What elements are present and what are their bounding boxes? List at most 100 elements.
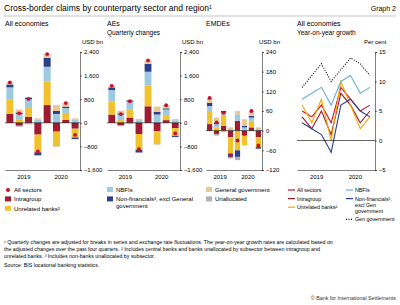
- y-tick-mark: [262, 91, 264, 92]
- dot: [64, 101, 68, 105]
- bar: [214, 127, 219, 130]
- plot-area: [207, 96, 261, 160]
- y-tick-mark: [180, 99, 182, 100]
- bar: [163, 115, 170, 120]
- text-line: government: [116, 203, 148, 209]
- bar: [145, 64, 152, 72]
- y-tick-mark: [375, 52, 377, 53]
- bar: [249, 116, 254, 118]
- legend-swatch: [288, 189, 295, 190]
- x-tick: 2019: [210, 170, 228, 180]
- x-tick-label: 2020: [155, 174, 169, 180]
- y-tick-label: 2,400: [84, 49, 100, 55]
- y-tick: –60: [262, 148, 277, 154]
- y-tick: 0: [80, 120, 88, 126]
- bar: [108, 87, 115, 90]
- legend-swatch: [346, 219, 353, 220]
- bar: [154, 123, 161, 131]
- bar: [34, 123, 41, 135]
- zero-line: [297, 140, 375, 141]
- legend-swatch: [206, 187, 212, 192]
- bar: [34, 118, 41, 119]
- y-tick-label: –5: [379, 167, 386, 173]
- bar: [34, 120, 41, 123]
- bar: [242, 127, 247, 130]
- y-tick-label: 1,600: [184, 73, 200, 79]
- text-line: government: [355, 208, 383, 214]
- text-line: Non-financials³,: [355, 196, 392, 202]
- bar: [117, 120, 124, 123]
- bar: [172, 136, 179, 137]
- y-tick-mark: [180, 146, 182, 147]
- bar: [145, 106, 152, 123]
- graph-label: Graph 2: [371, 5, 396, 13]
- legend: All sectorsIntragroupUnrelated banks²NBF…: [5, 187, 270, 212]
- bar: [207, 100, 212, 103]
- dot: [55, 127, 59, 131]
- bar: [154, 144, 161, 145]
- bar: [136, 119, 143, 120]
- legend-label: Intragroup: [14, 196, 42, 202]
- y-tick-mark: [80, 99, 82, 100]
- line: [302, 99, 370, 152]
- x-tick-label: 2020: [241, 174, 255, 180]
- dot: [146, 59, 150, 63]
- y-axis: –120–60060120180240: [262, 49, 280, 173]
- bar: [214, 134, 219, 136]
- bar: [235, 121, 240, 131]
- y-tick-label: 10: [379, 79, 386, 85]
- source: Source: BIS locational banking statistic…: [4, 262, 99, 268]
- bar: [228, 137, 233, 153]
- bar: [256, 131, 261, 138]
- y-tick-mark: [80, 146, 82, 147]
- bar: [72, 129, 79, 138]
- section-header: Year-on-year growth: [297, 29, 356, 37]
- bar: [154, 131, 161, 144]
- bar: [163, 110, 170, 116]
- bar: [72, 139, 79, 140]
- bar: [34, 155, 41, 157]
- title: Cross-border claims by counterparty sect…: [4, 3, 212, 13]
- bar: [72, 118, 79, 119]
- y-tick: –120: [262, 167, 280, 173]
- figure: Cross-border claims by counterparty sect…: [0, 0, 400, 305]
- dot: [8, 80, 12, 84]
- bar: [242, 131, 247, 136]
- y-tick: 800: [80, 97, 95, 103]
- bar: [163, 120, 170, 123]
- y-axis-line: [263, 53, 265, 171]
- bar: [44, 67, 51, 82]
- y-axis-unit: USD bn: [182, 39, 203, 45]
- y-tick: 0: [262, 128, 270, 134]
- y-tick-mark: [262, 52, 264, 53]
- dot: [155, 127, 159, 131]
- dot: [243, 132, 247, 136]
- dot: [36, 150, 40, 154]
- dot: [208, 96, 212, 100]
- y-tick: 5: [375, 108, 383, 114]
- bar: [214, 131, 219, 134]
- dot: [164, 103, 168, 107]
- y-tick-mark: [375, 111, 377, 112]
- bar: [214, 124, 219, 127]
- y-tick-label: 240: [266, 49, 277, 55]
- x-tick: 2019: [302, 170, 324, 180]
- y-tick-label: –60: [266, 148, 277, 154]
- bar: [154, 112, 161, 115]
- legend-label: NBFIs: [355, 187, 370, 193]
- y-tick: 15: [375, 49, 386, 55]
- y-tick: 2,400: [180, 49, 200, 55]
- line: [302, 76, 370, 106]
- dot: [119, 112, 123, 116]
- dot: [229, 153, 233, 157]
- text-line: Unrelated banks²: [14, 206, 60, 212]
- y-tick: 0: [180, 120, 188, 126]
- y-tick: –800: [180, 144, 198, 150]
- y-tick-label: 800: [84, 97, 95, 103]
- y-tick: 1,600: [80, 73, 100, 79]
- bar: [207, 111, 212, 124]
- text-line: excl Gen: [355, 202, 376, 208]
- bar: [154, 107, 161, 112]
- x-tick-label: 2020: [349, 174, 363, 180]
- bar: [25, 117, 32, 123]
